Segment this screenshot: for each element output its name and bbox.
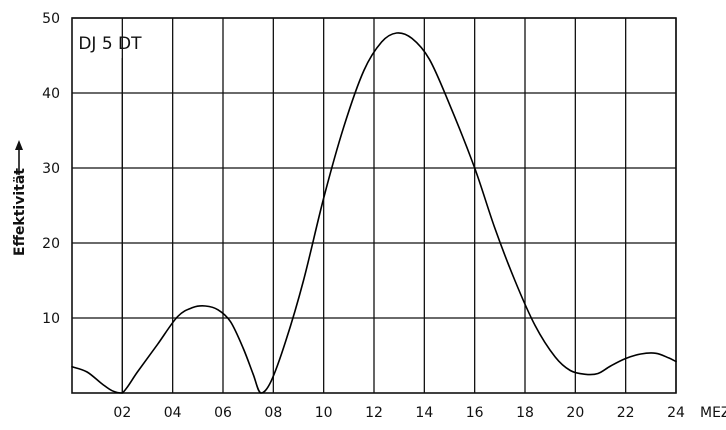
- annotation-label: DJ 5 DT: [78, 34, 142, 54]
- series-line: [71, 32, 677, 394]
- y-tick-label: 40: [42, 86, 60, 102]
- x-tick-label: 04: [164, 405, 182, 421]
- x-tick-label: 18: [516, 405, 534, 421]
- x-tick-label: 20: [566, 405, 584, 421]
- x-tick-label: 14: [415, 405, 433, 421]
- y-axis-arrowhead-icon: [15, 140, 23, 150]
- x-tick-label: 10: [315, 405, 333, 421]
- y-axis-label-group: Effektivität: [12, 140, 28, 256]
- y-tick-label: 30: [42, 161, 60, 177]
- y-tick-labels: 10 20 30 40 50: [42, 11, 60, 327]
- plot-frame: [71, 17, 677, 394]
- y-axis-label: Effektivität: [12, 168, 28, 256]
- y-tick-label: 50: [42, 11, 60, 27]
- x-tick-label: 08: [264, 405, 282, 421]
- x-tick-label: 06: [214, 405, 232, 421]
- x-axis-label: MEZ: [700, 405, 726, 421]
- x-tick-labels: 02 04 06 08 10 12 14 16 18 20 22 24: [113, 405, 685, 421]
- x-tick-label: 24: [667, 405, 685, 421]
- x-tick-label: 22: [617, 405, 635, 421]
- x-tick-label: 12: [365, 405, 383, 421]
- y-tick-label: 10: [42, 311, 60, 327]
- x-tick-label: 16: [466, 405, 484, 421]
- x-tick-label: 02: [113, 405, 131, 421]
- y-tick-label: 20: [42, 236, 60, 252]
